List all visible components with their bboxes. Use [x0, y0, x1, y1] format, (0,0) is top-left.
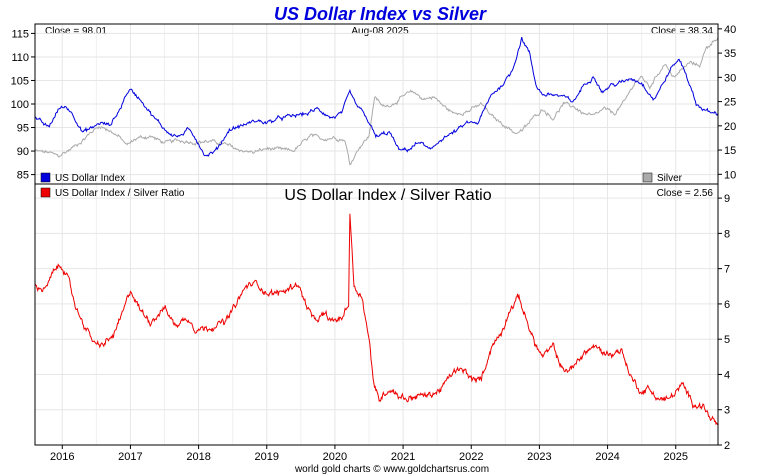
date-label: Aug-08 2025 [351, 26, 409, 37]
legend-silver: Silver [642, 172, 683, 184]
series-ratio-line [34, 213, 719, 426]
series-silver-line [34, 36, 719, 166]
legend-ratio-label: US Dollar Index / Silver Ratio [55, 188, 185, 199]
usd-axis: 85 90 95 100 105 110 115 [11, 28, 35, 182]
silver-axis-tick-label: 15 [724, 145, 736, 157]
x-axis-tick-label: 2020 [323, 451, 347, 463]
legend-silver-label: Silver [657, 173, 683, 184]
ratio-chart-title: US Dollar Index / Silver Ratio [284, 187, 491, 204]
bottom-panel-series [34, 213, 719, 426]
x-axis-tick-label: 2024 [595, 451, 619, 463]
usd-axis-tick-label: 95 [17, 123, 29, 135]
silver-axis-tick-label: 35 [724, 48, 736, 60]
close-usd-label: Close = 98.01 [45, 26, 107, 37]
legend-silver-swatch [642, 172, 653, 183]
usd-axis-tick-label: 110 [11, 52, 29, 64]
ratio-axis-tick-label: 2 [724, 440, 730, 452]
series-usd-line [34, 36, 719, 157]
bottom-panel-grid [35, 184, 718, 445]
ratio-axis: 2 3 4 5 6 7 8 9 [718, 193, 730, 452]
usd-axis-tick-label: 85 [17, 170, 29, 182]
ratio-axis-tick-label: 3 [724, 405, 730, 417]
silver-axis: 10 15 20 25 30 35 40 [718, 24, 736, 181]
usd-axis-tick-label: 115 [11, 28, 29, 40]
x-axis-tick-label: 2023 [527, 451, 551, 463]
ratio-axis-tick-label: 5 [724, 334, 730, 346]
silver-axis-tick-label: 10 [724, 169, 736, 181]
x-axis-tick-label: 2022 [459, 451, 483, 463]
bottom-panel-frame [34, 183, 719, 446]
ratio-axis-tick-label: 8 [724, 228, 730, 240]
ratio-axis-tick-label: 4 [724, 369, 730, 381]
ratio-axis-tick-label: 6 [724, 299, 730, 311]
legend-ratio-swatch [40, 187, 51, 198]
top-panel-series [34, 36, 719, 166]
usd-axis-tick-label: 90 [17, 146, 29, 158]
chart-title: US Dollar Index vs Silver [274, 4, 487, 24]
usd-axis-tick-label: 105 [11, 75, 29, 87]
top-panel-grid [35, 24, 718, 184]
legend-usd: US Dollar Index [40, 172, 125, 184]
x-axis-tick-label: 2018 [186, 451, 210, 463]
x-axis-tick-label: 2019 [255, 451, 279, 463]
x-axis-tick-label: 2016 [50, 451, 74, 463]
silver-axis-tick-label: 30 [724, 72, 736, 84]
x-axis-tick-label: 2025 [663, 451, 687, 463]
ratio-axis-tick-label: 9 [724, 193, 730, 205]
usd-axis-tick-label: 100 [11, 99, 29, 111]
x-axis-tick-label: 2017 [118, 451, 142, 463]
close-ratio-label: Close = 2.56 [657, 188, 714, 199]
silver-axis-tick-label: 40 [724, 24, 736, 36]
ratio-axis-tick-label: 7 [724, 264, 730, 276]
legend-usd-label: US Dollar Index [55, 173, 125, 184]
silver-axis-tick-label: 25 [724, 97, 736, 109]
legend-usd-swatch [40, 172, 51, 183]
legend-ratio: US Dollar Index / Silver Ratio [40, 187, 185, 199]
x-axis: 2016 2017 2018 2019 2020 2021 2022 2023 2024 2025 [50, 445, 688, 463]
footer-credit: world gold charts © www.goldchartsrus.co… [294, 464, 489, 475]
x-axis-tick-label: 2021 [391, 451, 415, 463]
silver-axis-tick-label: 20 [724, 121, 736, 133]
close-silver-label: Close = 38.34 [651, 26, 713, 37]
